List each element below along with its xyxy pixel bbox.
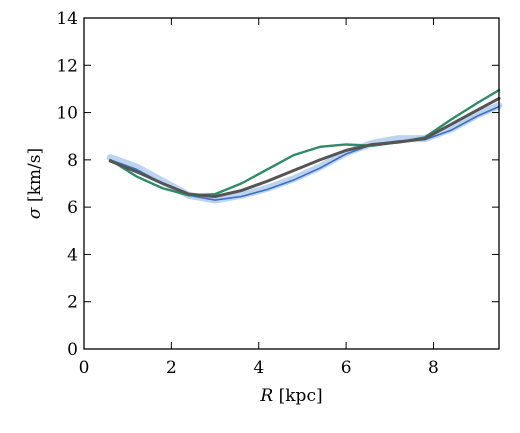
y-tick-label-14: 14 xyxy=(56,9,78,29)
y-tick-label-2: 2 xyxy=(67,293,78,313)
y-axis-label: σ [km/s] xyxy=(25,148,45,219)
x-axis-label: R [kpc] xyxy=(259,386,322,406)
x-tick-label-4: 4 xyxy=(253,358,264,378)
x-tick-label-6: 6 xyxy=(341,358,352,378)
y-tick-label-0: 0 xyxy=(67,340,78,360)
series-line-4 xyxy=(108,96,501,199)
axis-ticks: 0 2 4 6 8 0 2 4 6 8 10 12 14 xyxy=(56,9,499,378)
y-tick-label-10: 10 xyxy=(56,104,78,124)
x-tick-label-0: 0 xyxy=(79,358,90,378)
x-tick-label-2: 2 xyxy=(166,358,177,378)
y-tick-label-6: 6 xyxy=(67,198,78,218)
y-tick-label-12: 12 xyxy=(56,56,78,76)
plot-frame xyxy=(83,17,500,350)
y-tick-label-8: 8 xyxy=(67,151,78,171)
x-tick-label-8: 8 xyxy=(428,358,439,378)
y-tick-label-4: 4 xyxy=(67,245,78,265)
series-lines xyxy=(106,88,503,204)
series-line-3 xyxy=(109,88,501,197)
